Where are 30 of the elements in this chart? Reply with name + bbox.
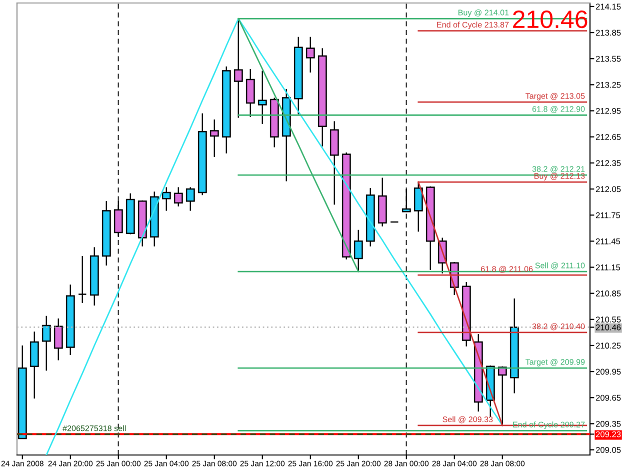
series-label: End of Cycle 213.87 <box>437 22 509 30</box>
y-tick-label: 209.95 <box>596 368 621 375</box>
y-tick-label: 212.95 <box>596 108 621 114</box>
y-tick-label: 213.55 <box>596 56 621 62</box>
series-label: 61.8 @ 212.90 <box>532 106 585 113</box>
y-tick-label: 212.05 <box>596 186 621 192</box>
y-tick-label: 212.35 <box>596 160 621 166</box>
y-tick-label: 211.75 <box>596 212 620 218</box>
y-tick-label: 209.05 <box>596 446 621 453</box>
y-tick-label: 213.25 <box>596 82 621 88</box>
y-tick-label: 210.46 <box>596 324 621 330</box>
series-label: Target @ 213.05 <box>526 92 585 100</box>
series-label: 38.2 @ 210.40 <box>532 323 585 330</box>
y-tick-label: 214.15 <box>596 4 621 10</box>
series-label: Sell @ 211.10 <box>535 262 585 270</box>
series-label: 38.2 @ 212.21 <box>532 166 585 173</box>
y-tick-label: 213.85 <box>596 30 621 36</box>
y-tick-label: 211.45 <box>596 238 620 244</box>
y-tick-label: 210.55 <box>596 316 621 322</box>
ref-line-label: #2065275318 sell <box>62 425 126 432</box>
series-label: Sell @ 209.33 <box>442 416 493 424</box>
series-label: Target @ 209.99 <box>526 358 585 366</box>
y-tick-label: 210.25 <box>596 342 621 349</box>
y-tick-label: 209.23 <box>596 431 621 438</box>
y-tick-label: 209.65 <box>596 394 621 401</box>
series-label: Buy @ 214.01 <box>458 9 509 17</box>
y-tick-label: 210.85 <box>596 290 621 296</box>
y-tick-label: 211.15 <box>596 264 620 270</box>
y-tick-label: 209.35 <box>596 420 621 427</box>
y-tick-label: 212.65 <box>596 134 621 140</box>
